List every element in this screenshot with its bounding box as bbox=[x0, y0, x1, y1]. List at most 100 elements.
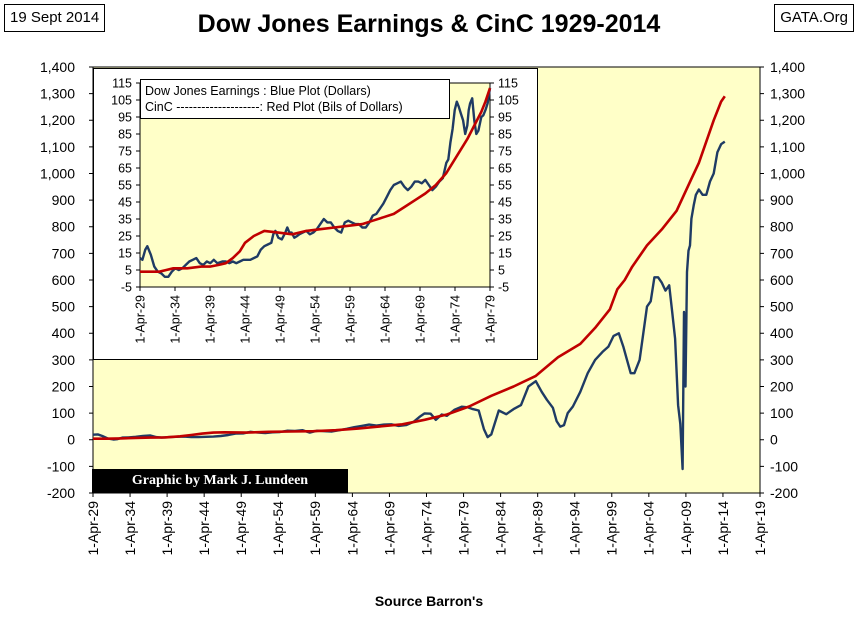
y-tick-label-right: 1,200 bbox=[770, 112, 805, 128]
y-tick-label-right: 100 bbox=[770, 405, 794, 421]
y-tick-label-right: 35 bbox=[498, 212, 512, 226]
y-tick-label-right: 85 bbox=[498, 127, 512, 141]
x-tick-label: 1-Apr-44 bbox=[238, 295, 252, 344]
y-tick-label-right: 95 bbox=[498, 110, 512, 124]
x-tick-label: 1-Apr-44 bbox=[196, 501, 212, 556]
site-label: GATA.Org bbox=[774, 4, 854, 32]
x-tick-label: 1-Apr-04 bbox=[641, 501, 657, 556]
inset-legend: Dow Jones Earnings : Blue Plot (Dollars)… bbox=[140, 79, 450, 119]
x-tick-label: 1-Apr-34 bbox=[168, 295, 182, 344]
y-tick-label-left: -5 bbox=[121, 280, 132, 294]
y-tick-label-left: 100 bbox=[52, 405, 76, 421]
inset-y-axis-left: -5 5 15 25 35 45 55 65 75 85 95 105 115 bbox=[111, 76, 140, 294]
y-tick-label-left: 400 bbox=[52, 325, 76, 341]
x-tick-label: 1-Apr-64 bbox=[344, 501, 360, 556]
x-tick-label: 1-Apr-49 bbox=[273, 295, 287, 344]
y-tick-label-right: 25 bbox=[498, 229, 512, 243]
chart-title: Dow Jones Earnings & CinC 1929-2014 bbox=[197, 10, 661, 38]
y-tick-label-left: 65 bbox=[118, 161, 132, 175]
y-tick-label-right: 1,300 bbox=[770, 86, 805, 102]
y-tick-label-left: 300 bbox=[52, 352, 76, 368]
y-tick-label-right: 1,400 bbox=[770, 59, 805, 75]
x-tick-label: 1-Apr-74 bbox=[448, 295, 462, 344]
earnings-series-line bbox=[139, 87, 492, 278]
y-tick-label-left: 1,400 bbox=[40, 59, 75, 75]
y-tick-label-right: 105 bbox=[498, 93, 519, 107]
y-tick-label-left: 115 bbox=[112, 76, 132, 90]
y-tick-label-left: 1,200 bbox=[40, 112, 75, 128]
x-tick-label: 1-Apr-89 bbox=[530, 501, 546, 556]
y-tick-label-right: 5 bbox=[498, 263, 505, 277]
x-tick-label: 1-Apr-79 bbox=[483, 295, 497, 344]
inset-chart: -5 5 15 25 35 45 55 65 75 85 95 105 115 -5 5 15 25 35 45 5… bbox=[93, 68, 538, 360]
x-tick-label: 1-Apr-94 bbox=[567, 501, 583, 556]
y-tick-label-left: 35 bbox=[118, 212, 132, 226]
cinc-series-line bbox=[93, 95, 726, 440]
y-tick-label-right: 15 bbox=[498, 246, 512, 260]
y-tick-label-right: 900 bbox=[770, 192, 794, 208]
y-tick-label-right: 600 bbox=[770, 272, 794, 288]
credit-label: Graphic by Mark J. Lundeen bbox=[92, 469, 348, 493]
x-tick-label: 1-Apr-34 bbox=[122, 501, 138, 556]
x-tick-label: 1-Apr-64 bbox=[378, 295, 392, 344]
y-tick-label-right: -5 bbox=[498, 280, 509, 294]
x-tick-label: 1-Apr-69 bbox=[413, 295, 427, 344]
x-tick-label: 1-Apr-29 bbox=[133, 295, 147, 344]
main-y-axis-left: -200 -100 0 100 200 300 400 500 600 700 800 900 1,00… bbox=[40, 59, 93, 501]
y-tick-label-right: 45 bbox=[498, 195, 512, 209]
source-label: Source Barron's bbox=[374, 593, 484, 609]
y-tick-label-right: 75 bbox=[498, 144, 512, 158]
x-tick-label: 1-Apr-29 bbox=[85, 501, 101, 556]
y-tick-label-left: -200 bbox=[47, 485, 75, 501]
y-tick-label-right: 1,000 bbox=[770, 165, 805, 181]
x-tick-label: 1-Apr-09 bbox=[678, 501, 694, 556]
x-tick-label: 1-Apr-99 bbox=[604, 501, 620, 556]
x-tick-label: 1-Apr-39 bbox=[203, 295, 217, 344]
y-tick-label-left: 500 bbox=[52, 299, 76, 315]
date-label: 19 Sept 2014 bbox=[4, 4, 106, 32]
main-y-axis-right: -200 -100 0 100 200 300 400 500 600 700 800 900 1,00… bbox=[760, 59, 805, 501]
y-tick-label-right: 700 bbox=[770, 245, 794, 261]
x-tick-label: 1-Apr-39 bbox=[159, 501, 175, 556]
y-tick-label-left: 0 bbox=[67, 432, 75, 448]
y-tick-label-left: 75 bbox=[118, 144, 132, 158]
x-tick-label: 1-Apr-74 bbox=[418, 501, 434, 556]
y-tick-label-right: -200 bbox=[770, 485, 798, 501]
y-tick-label-right: 55 bbox=[498, 178, 512, 192]
main-series-group bbox=[92, 95, 726, 471]
y-tick-label-right: 400 bbox=[770, 325, 794, 341]
inset-series-group bbox=[139, 87, 492, 278]
y-tick-label-left: 25 bbox=[118, 229, 132, 243]
y-tick-label-left: 1,300 bbox=[40, 86, 75, 102]
y-tick-label-left: 900 bbox=[52, 192, 76, 208]
y-tick-label-right: 65 bbox=[498, 161, 512, 175]
x-tick-label: 1-Apr-84 bbox=[493, 501, 509, 556]
y-tick-label-right: 800 bbox=[770, 219, 794, 235]
y-tick-label-right: 500 bbox=[770, 299, 794, 315]
y-tick-label-right: 1,100 bbox=[770, 139, 805, 155]
y-tick-label-left: 200 bbox=[52, 378, 76, 394]
y-tick-label-left: 45 bbox=[118, 195, 132, 209]
cinc-series-line bbox=[140, 87, 492, 273]
x-tick-label: 1-Apr-49 bbox=[233, 501, 249, 556]
y-tick-label-right: 300 bbox=[770, 352, 794, 368]
y-tick-label-right: 200 bbox=[770, 378, 794, 394]
legend-entry-cinc: CinC --------------------: Red Plot (Bil… bbox=[145, 100, 403, 114]
y-tick-label-left: 55 bbox=[118, 178, 132, 192]
x-tick-label: 1-Apr-54 bbox=[308, 295, 322, 344]
x-tick-label: 1-Apr-59 bbox=[343, 295, 357, 344]
y-tick-label-left: 85 bbox=[118, 127, 132, 141]
x-tick-label: 1-Apr-69 bbox=[381, 501, 397, 556]
legend-entry-earnings: Dow Jones Earnings : Blue Plot (Dollars) bbox=[145, 84, 371, 98]
y-tick-label-left: 800 bbox=[52, 219, 76, 235]
y-tick-label-left: -100 bbox=[47, 458, 75, 474]
y-tick-label-left: 15 bbox=[118, 246, 132, 260]
x-tick-label: 1-Apr-79 bbox=[455, 501, 471, 556]
x-tick-label: 1-Apr-14 bbox=[715, 501, 731, 556]
y-tick-label-left: 5 bbox=[125, 263, 132, 277]
inset-x-axis: 1-Apr-29 1-Apr-34 1-Apr-39 1-Apr-44 1-Apr-49… bbox=[133, 287, 497, 344]
y-tick-label-left: 700 bbox=[52, 245, 76, 261]
earnings-series-line bbox=[92, 140, 726, 471]
x-tick-label: 1-Apr-59 bbox=[307, 501, 323, 556]
